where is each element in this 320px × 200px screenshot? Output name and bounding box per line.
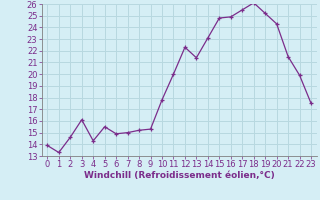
X-axis label: Windchill (Refroidissement éolien,°C): Windchill (Refroidissement éolien,°C) [84, 171, 275, 180]
